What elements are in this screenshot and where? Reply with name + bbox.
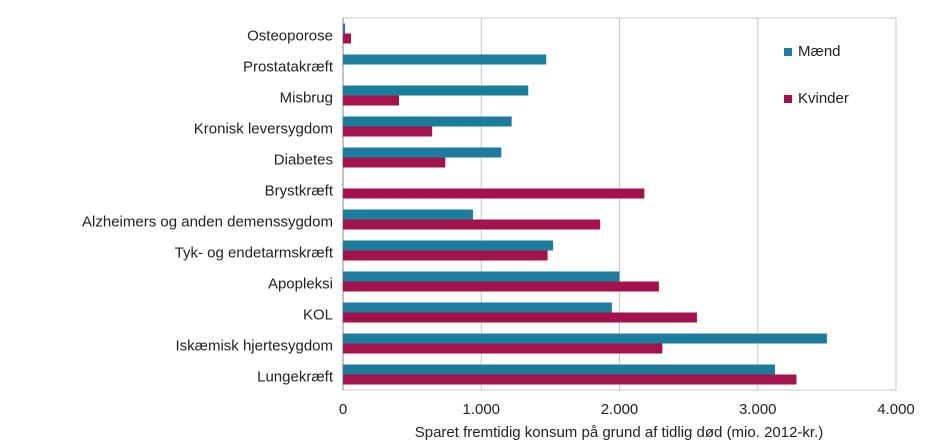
legend-swatch	[784, 95, 792, 103]
bar	[343, 116, 512, 127]
bar	[343, 85, 529, 96]
bar	[343, 281, 659, 292]
bar	[343, 312, 697, 323]
x-tick-label: 1.000	[462, 401, 500, 418]
bar	[343, 209, 473, 220]
x-tick-label: 2.000	[601, 401, 639, 418]
x-axis-title: Sparet fremtidig konsum på grund af tidl…	[415, 424, 824, 441]
bar	[343, 374, 797, 385]
y-tick-label: Tyk- og endetarmskræft	[175, 244, 334, 261]
bar	[343, 33, 352, 44]
bar	[343, 343, 663, 354]
bar	[343, 302, 612, 313]
bar	[343, 271, 620, 282]
bar	[343, 240, 554, 251]
bar	[343, 157, 446, 168]
y-tick-label: Diabetes	[274, 151, 333, 168]
y-tick-label: Prostatakræft	[243, 58, 334, 75]
bar	[343, 54, 547, 65]
bar	[343, 147, 502, 158]
x-tick-label: 4.000	[877, 401, 915, 418]
y-tick-label: Misbrug	[280, 89, 333, 106]
legend-label: Mænd	[798, 43, 841, 60]
bar	[343, 250, 548, 261]
bar	[343, 95, 399, 106]
x-tick-label: 3.000	[739, 401, 777, 418]
y-tick-label: Kronisk leversygdom	[194, 120, 333, 137]
bar	[343, 333, 827, 344]
bar	[343, 23, 346, 34]
bar	[343, 126, 433, 137]
y-tick-label: Iskæmisk hjertesygdom	[175, 337, 333, 354]
legend-label: Kvinder	[798, 90, 849, 107]
y-tick-label: Apopleksi	[268, 275, 333, 292]
legend-swatch	[784, 48, 792, 56]
bar	[343, 188, 645, 199]
bar	[343, 219, 601, 230]
x-tick-label: 0	[339, 401, 347, 418]
bar	[343, 364, 776, 375]
y-tick-label: Brystkræft	[265, 182, 334, 199]
y-tick-label: Lungekræft	[257, 368, 334, 385]
y-tick-label: Osteoporose	[247, 27, 333, 44]
y-tick-label: KOL	[303, 306, 333, 323]
y-tick-label: Alzheimers og anden demenssygdom	[82, 213, 333, 230]
